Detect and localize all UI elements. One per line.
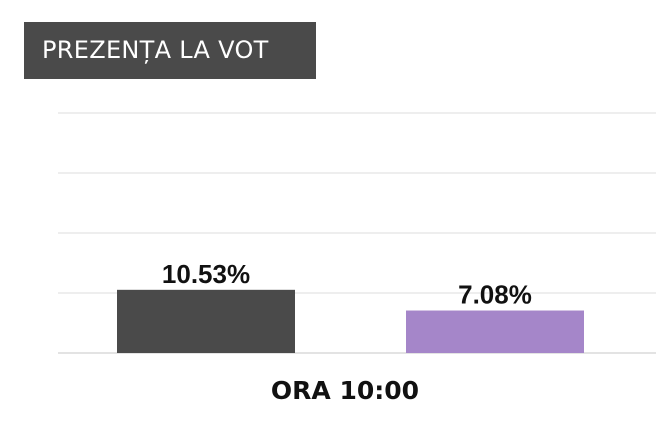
category-label: ORA 10:00 — [271, 376, 419, 405]
chart-title: PREZENȚA LA VOT — [24, 22, 316, 79]
bar-2 — [406, 310, 584, 353]
bar-1 — [117, 289, 295, 353]
value-labels: 10.53% 7.08% — [162, 259, 532, 310]
bars — [117, 289, 584, 353]
bar-1-value-label: 10.53% — [162, 259, 250, 289]
bar-2-value-label: 7.08% — [458, 280, 532, 310]
